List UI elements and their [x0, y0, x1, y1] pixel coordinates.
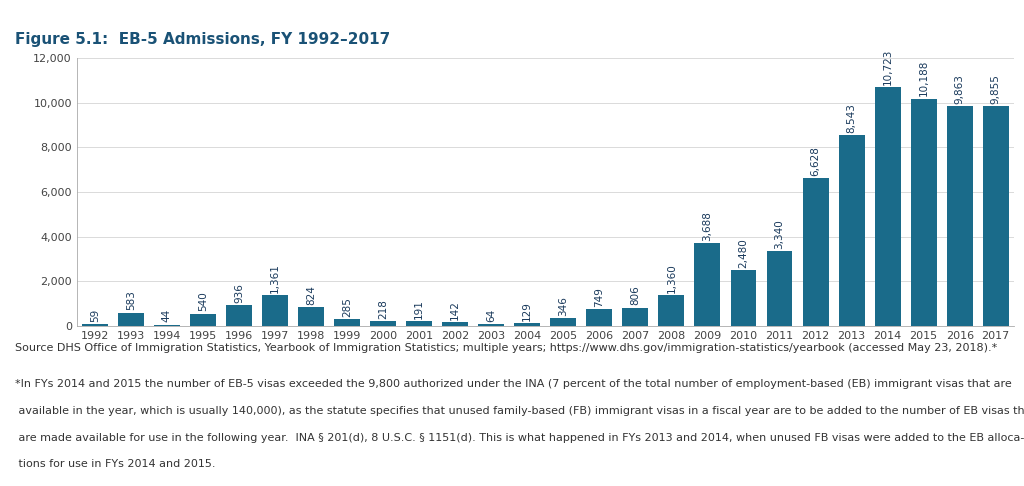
Text: 191: 191 [414, 299, 424, 319]
Text: 936: 936 [233, 283, 244, 303]
Text: 6,628: 6,628 [811, 146, 820, 176]
Text: 2,480: 2,480 [738, 239, 749, 268]
Bar [262, 295, 288, 326]
Text: 218: 218 [378, 299, 388, 318]
Text: available in the year, which is usually 140,000), as the statute specifies that : available in the year, which is usually … [15, 406, 1024, 416]
Text: 9,855: 9,855 [991, 74, 1000, 104]
Text: tions for use in FYs 2014 and 2015.: tions for use in FYs 2014 and 2015. [15, 459, 216, 469]
Text: 64: 64 [486, 309, 497, 322]
Bar [658, 295, 684, 326]
Text: 1,361: 1,361 [270, 263, 280, 293]
Text: 10,188: 10,188 [919, 60, 929, 96]
Bar [910, 99, 937, 326]
Text: 583: 583 [126, 291, 136, 311]
Text: 3,688: 3,688 [702, 211, 713, 241]
Text: Figure 5.1:  EB-5 Admissions, FY 1992–2017: Figure 5.1: EB-5 Admissions, FY 1992–201… [15, 32, 390, 47]
Bar [550, 318, 577, 326]
Bar [983, 106, 1009, 326]
Text: Source DHS Office of Immigration Statistics, Yearbook of Immigration Statistics;: Source DHS Office of Immigration Statist… [15, 343, 997, 353]
Bar [298, 307, 324, 326]
Text: 540: 540 [198, 292, 208, 312]
Text: 10,723: 10,723 [883, 48, 893, 85]
Text: 749: 749 [594, 287, 604, 307]
Text: 44: 44 [162, 309, 172, 322]
Bar [767, 251, 793, 326]
Text: 1,360: 1,360 [667, 263, 677, 293]
Bar [118, 312, 143, 326]
Bar [154, 325, 180, 326]
Text: 285: 285 [342, 297, 352, 317]
Text: 59: 59 [90, 309, 99, 322]
Bar [190, 313, 216, 326]
Text: 142: 142 [451, 300, 460, 320]
Bar [226, 305, 252, 326]
Bar [334, 319, 360, 326]
Bar [82, 324, 108, 326]
Bar [514, 323, 541, 326]
Text: 9,863: 9,863 [954, 74, 965, 104]
Text: 806: 806 [631, 286, 640, 305]
Bar [442, 322, 468, 326]
Bar [478, 324, 504, 326]
Text: 3,340: 3,340 [774, 219, 784, 249]
Bar [947, 106, 973, 326]
Bar [407, 321, 432, 326]
Text: 346: 346 [558, 296, 568, 316]
Bar [803, 178, 828, 326]
Text: *In FYs 2014 and 2015 the number of EB-5 visas exceeded the 9,800 authorized und: *In FYs 2014 and 2015 the number of EB-5… [15, 379, 1012, 389]
Text: 8,543: 8,543 [847, 103, 857, 133]
Text: are made available for use in the following year.  INA § 201(d), 8 U.S.C. § 1151: are made available for use in the follow… [15, 433, 1024, 443]
Text: 824: 824 [306, 285, 316, 305]
Text: 129: 129 [522, 301, 532, 321]
Bar [587, 309, 612, 326]
Bar [370, 321, 396, 326]
Bar [874, 87, 900, 326]
Bar [694, 243, 721, 326]
Bar [839, 135, 864, 326]
Bar [730, 270, 757, 326]
Bar [623, 308, 648, 326]
